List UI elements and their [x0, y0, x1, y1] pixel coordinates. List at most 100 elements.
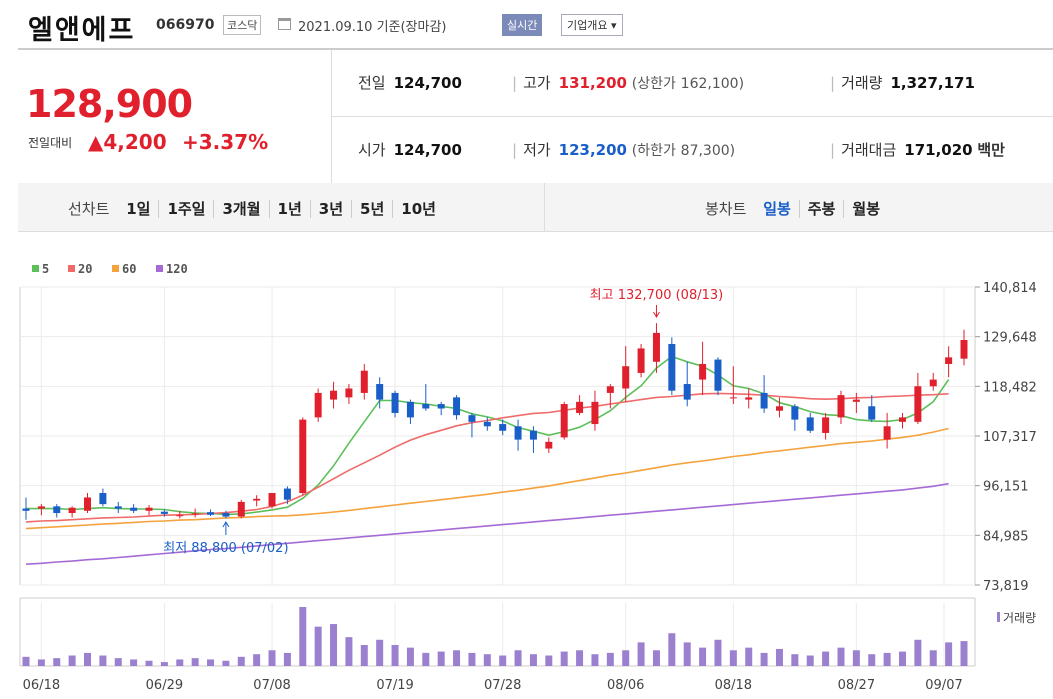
line-tab-6[interactable]: 10년 — [392, 200, 444, 218]
volume-bar — [37, 659, 45, 666]
candle-body — [606, 386, 614, 393]
realtime-button[interactable]: 실시간 — [502, 14, 543, 36]
line-tab-5[interactable]: 5년 — [351, 200, 393, 218]
stock-code: 066970 — [156, 17, 215, 33]
candle-body — [437, 404, 445, 409]
change-value: ▲4,200 — [88, 130, 167, 154]
legend-swatch — [32, 265, 39, 272]
candle-body — [868, 406, 876, 420]
volume-bar — [852, 650, 860, 666]
legend-label: 20 — [78, 262, 92, 276]
volume-bar — [130, 659, 138, 666]
volume-bar — [883, 652, 891, 666]
candle-body — [760, 392, 768, 409]
volume-bar — [176, 659, 184, 666]
volume-bar — [22, 656, 30, 666]
volume-bar — [822, 651, 830, 666]
volume-bar — [514, 650, 522, 666]
volume-bar — [345, 637, 353, 666]
candle-body — [699, 364, 707, 380]
volume-bar — [191, 658, 199, 666]
x-tick-label: 06/29 — [146, 678, 183, 693]
low-annotation: 최저 88,800 (07/02) — [163, 541, 288, 556]
candle-body — [145, 507, 153, 511]
candle-body — [330, 390, 338, 400]
stock-name: 엘앤에프 — [28, 15, 136, 46]
tabs-divider — [544, 183, 545, 231]
volume-bar — [745, 647, 753, 666]
volume-bar — [99, 655, 107, 666]
volume-bar — [437, 651, 445, 666]
volume-bar — [868, 654, 876, 666]
volume-bar — [699, 647, 707, 666]
volume-bar — [945, 642, 953, 666]
line-tab-3[interactable]: 1년 — [268, 200, 310, 218]
volume-bar — [391, 645, 399, 666]
candle-tab-0[interactable]: 일봉 — [763, 200, 791, 218]
volume-bar — [576, 650, 584, 666]
candle-body — [268, 493, 276, 507]
x-tick-label: 07/28 — [484, 678, 521, 693]
candle-body — [714, 359, 722, 391]
line-tab-2[interactable]: 3개월 — [213, 200, 269, 218]
line-tab-4[interactable]: 3년 — [309, 200, 352, 218]
candle-tab-1[interactable]: 주봉 — [798, 200, 844, 218]
line-tab-0[interactable]: 1일 — [126, 200, 151, 218]
candle-body — [191, 513, 199, 515]
line-tab-1[interactable]: 1주일 — [158, 200, 214, 218]
candle-body — [683, 384, 691, 400]
candle-body — [929, 379, 937, 387]
candle-body — [806, 417, 814, 431]
quote-row-1: 전일 124,700 | 고가 131,200 (상한가 162,100) | 거래량 1… — [332, 50, 1053, 116]
volume-bar — [483, 654, 491, 666]
legend-label: 5 — [42, 262, 49, 276]
line-chart-label: 선차트 — [68, 200, 110, 218]
change-percent: +3.37% — [182, 130, 269, 154]
calendar-icon — [278, 18, 291, 30]
volume-bar — [622, 650, 630, 666]
legend-label: 60 — [122, 262, 136, 276]
volume-bar — [606, 652, 614, 666]
volume-bar — [898, 651, 906, 666]
legend-label: 120 — [166, 262, 188, 276]
change-label: 전일대비 — [28, 136, 73, 150]
x-tick-label: 08/27 — [838, 678, 875, 693]
candle-body — [499, 424, 507, 431]
volume-bar — [376, 639, 384, 666]
candle-body — [576, 401, 584, 413]
volume-bar — [683, 642, 691, 666]
candle-body — [130, 507, 138, 511]
volume-bar — [330, 624, 338, 666]
candle-body — [68, 507, 76, 514]
candle-body — [299, 419, 307, 494]
volume-bar — [837, 647, 845, 666]
candle-body — [345, 388, 353, 398]
current-price: 128,900 — [26, 82, 193, 126]
candle-body — [791, 406, 799, 420]
x-tick-label: 07/19 — [376, 678, 413, 693]
candle-body — [898, 417, 906, 422]
volume-bar — [760, 652, 768, 666]
candle-body — [406, 401, 414, 418]
legend-swatch — [156, 265, 163, 272]
volume-bar — [560, 651, 568, 666]
quote-grid: 전일 124,700 | 고가 131,200 (상한가 162,100) | 거래량 1… — [332, 50, 1053, 183]
candle-body — [391, 392, 399, 413]
candle-tab-2[interactable]: 월봉 — [843, 200, 889, 218]
volume-bar — [729, 650, 737, 666]
day-low: | 저가 123,200 (하한가 87,300) — [512, 141, 736, 159]
high-arrow-head — [653, 311, 660, 318]
y-tick-label: 129,648 — [983, 331, 1037, 346]
y-tick-label: 107,317 — [983, 430, 1037, 445]
candle-body — [422, 404, 430, 409]
volume-bar — [253, 654, 261, 666]
candle-body — [53, 506, 61, 514]
candle-body — [883, 426, 891, 440]
x-tick-label: 08/18 — [715, 678, 752, 693]
x-tick-label: 07/08 — [253, 678, 290, 693]
volume-bar — [299, 607, 307, 666]
ma-line-120 — [25, 482, 949, 565]
candle-body — [637, 348, 645, 373]
corp-overview-dropdown[interactable]: 기업개요 ▾ — [561, 14, 623, 36]
